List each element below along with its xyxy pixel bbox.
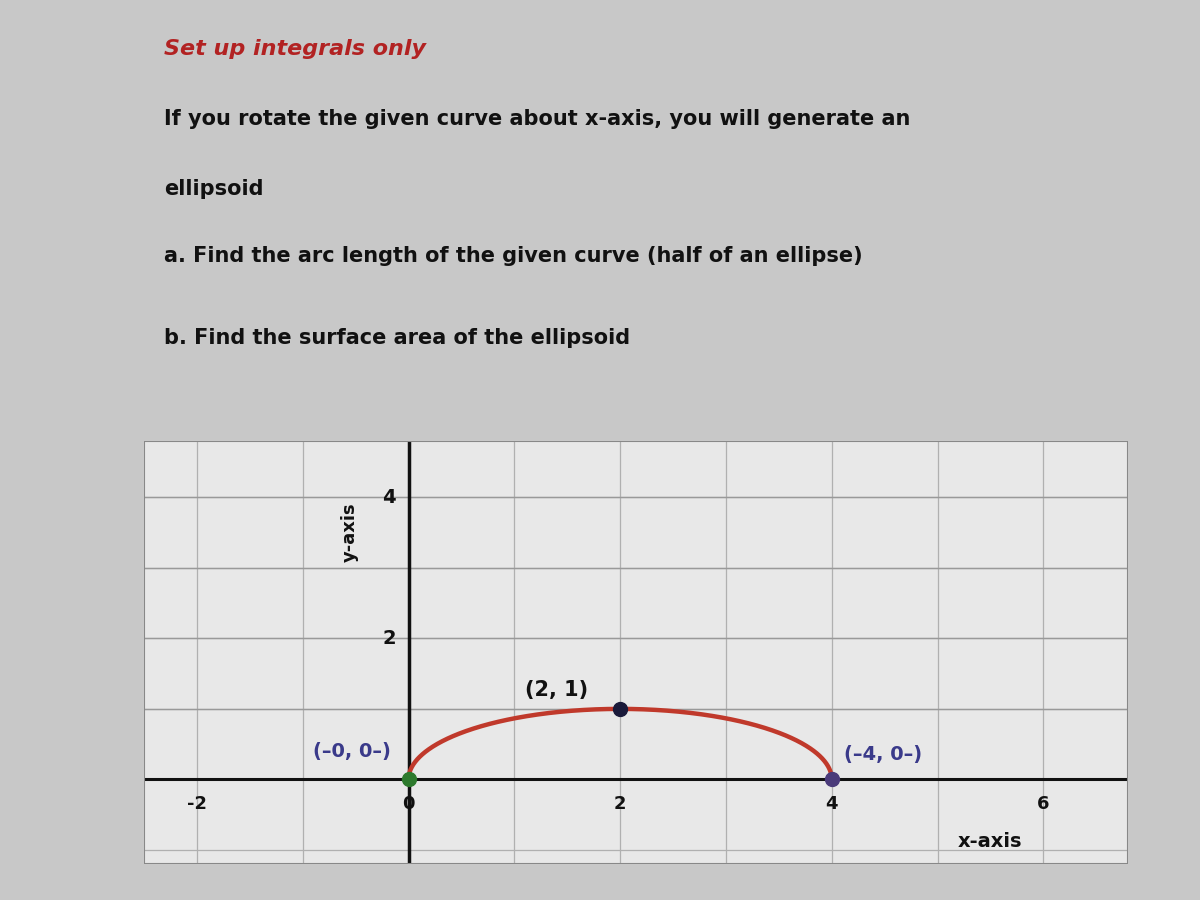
Text: 4: 4 — [826, 795, 838, 813]
Text: b. Find the surface area of the ellipsoid: b. Find the surface area of the ellipsoi… — [163, 328, 630, 348]
Text: -2: -2 — [187, 795, 206, 813]
Text: 4: 4 — [382, 488, 396, 507]
Text: 6: 6 — [1037, 795, 1050, 813]
Text: y-axis: y-axis — [341, 503, 359, 562]
Text: x-axis: x-axis — [959, 832, 1022, 851]
Text: Set up integrals only: Set up integrals only — [163, 39, 426, 58]
Text: If you rotate the given curve about x-axis, you will generate an: If you rotate the given curve about x-ax… — [163, 109, 910, 129]
Text: 0: 0 — [402, 795, 415, 813]
Text: (–0, 0–): (–0, 0–) — [313, 742, 391, 760]
Text: 2: 2 — [614, 795, 626, 813]
Text: 2: 2 — [382, 629, 396, 648]
Text: a. Find the arc length of the given curve (half of an ellipse): a. Find the arc length of the given curv… — [163, 246, 863, 266]
Text: (2, 1): (2, 1) — [524, 680, 588, 700]
Text: (–4, 0–): (–4, 0–) — [845, 744, 923, 764]
Text: ellipsoid: ellipsoid — [163, 179, 263, 200]
